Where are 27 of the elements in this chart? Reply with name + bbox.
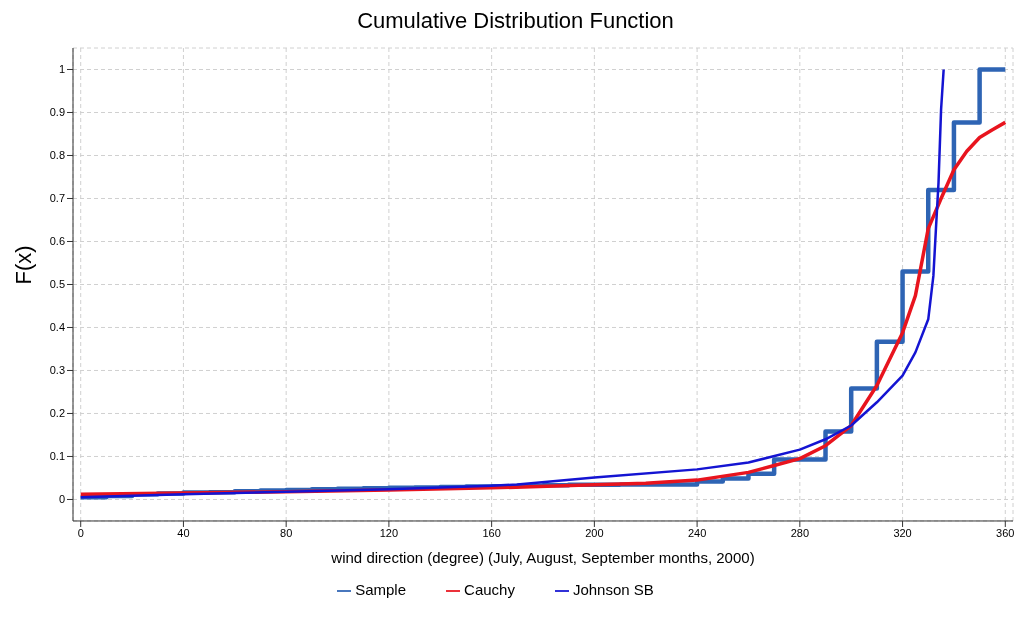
x-tick-label: 360 bbox=[996, 526, 1015, 539]
legend-label: Sample bbox=[355, 580, 407, 598]
y-tick-label: 0.9 bbox=[49, 106, 65, 119]
legend-label: Cauchy bbox=[464, 580, 515, 598]
x-tick-label: 40 bbox=[177, 526, 190, 539]
x-tick-label: 0 bbox=[77, 526, 84, 539]
x-tick-label: 240 bbox=[687, 526, 707, 539]
y-tick-label: 0.7 bbox=[49, 192, 65, 205]
x-tick-label: 320 bbox=[893, 526, 912, 539]
y-tick-label: 0.4 bbox=[49, 321, 65, 334]
x-tick-label: 160 bbox=[482, 526, 501, 539]
y-tick-label: 1 bbox=[58, 63, 65, 76]
y-tick-label: 0.3 bbox=[49, 364, 65, 377]
x-tick-label: 280 bbox=[790, 526, 810, 539]
x-tick-label: 80 bbox=[280, 526, 293, 539]
y-tick-label: 0.6 bbox=[49, 235, 65, 248]
x-tick-label: 120 bbox=[379, 526, 399, 539]
y-tick-label: 0.2 bbox=[49, 407, 65, 420]
chart-title: Cumulative Distribution Function bbox=[356, 8, 675, 35]
legend-label: Johnson SB bbox=[572, 580, 654, 598]
y-tick-label: 0 bbox=[58, 493, 65, 506]
y-tick-label: 0.8 bbox=[49, 149, 65, 162]
y-tick-label: 0.5 bbox=[49, 278, 65, 291]
x-axis-title: wind direction (degree) (July, August, September months, 2000) bbox=[330, 548, 755, 566]
x-tick-label: 200 bbox=[585, 526, 604, 539]
y-tick-label: 0.1 bbox=[49, 450, 65, 463]
y-axis-title: F(x) bbox=[10, 245, 36, 285]
